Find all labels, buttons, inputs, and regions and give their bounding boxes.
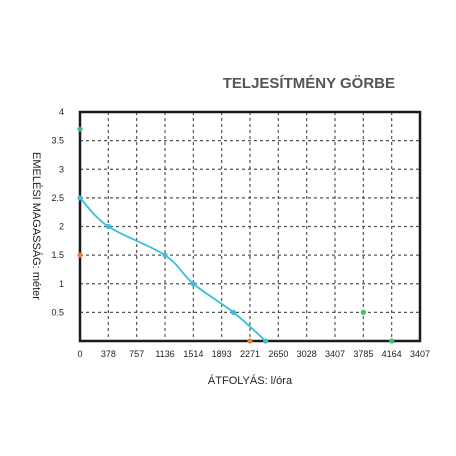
curve-point bbox=[190, 281, 196, 287]
orange-marker bbox=[247, 338, 253, 344]
performance-curve bbox=[79, 197, 267, 342]
green-marker bbox=[360, 309, 366, 315]
orange-marker bbox=[77, 252, 83, 258]
y-tick-labels: 0.5 1 1.5 2 2.5 3 3.5 4 bbox=[51, 107, 64, 317]
x-tick-label: 2650 bbox=[268, 349, 288, 359]
x-tick-label: 757 bbox=[129, 349, 144, 359]
y-tick-label: 4 bbox=[59, 107, 64, 117]
chart-title: TELJESÍTMÉNY GÖRBE bbox=[223, 75, 395, 92]
curve-point bbox=[77, 195, 83, 201]
y-tick-label: 1.5 bbox=[51, 250, 64, 260]
curve-points bbox=[77, 195, 269, 344]
x-tick-labels: 0 378 757 1136 1514 1893 2271 2650 3028 3407 3785 4… bbox=[77, 349, 430, 359]
x-tick-label: 4164 bbox=[382, 349, 402, 359]
x-tick-label: 3407 bbox=[325, 349, 345, 359]
x-tick-label: 0 bbox=[77, 349, 82, 359]
green-marker bbox=[77, 126, 83, 132]
curve-point bbox=[162, 252, 168, 258]
x-tick-label: 1514 bbox=[183, 349, 203, 359]
y-tick-label: 2.5 bbox=[51, 193, 64, 203]
green-marker bbox=[389, 338, 395, 344]
y-tick-label: 0.5 bbox=[51, 307, 64, 317]
x-tick-label: 2271 bbox=[240, 349, 260, 359]
x-tick-label: 1136 bbox=[155, 349, 174, 359]
curve-point bbox=[105, 223, 111, 230]
y-tick-label: 3 bbox=[59, 164, 64, 174]
x-tick-label: 1893 bbox=[212, 349, 232, 359]
curve-point bbox=[230, 309, 237, 315]
y-axis-label: EMELÉSI MAGASSÁG: méter bbox=[30, 152, 43, 300]
y-tick-label: 2 bbox=[59, 222, 64, 232]
y-tick-label: 3.5 bbox=[51, 136, 64, 146]
x-tick-label: 3785 bbox=[353, 349, 373, 359]
x-tick-label: 378 bbox=[101, 349, 116, 359]
x-axis-label: ÁTFOLYÁS: l/óra bbox=[208, 374, 293, 387]
grid-lines bbox=[80, 112, 420, 341]
x-tick-label: 3407 bbox=[410, 349, 430, 359]
marker-points bbox=[77, 126, 395, 344]
y-tick-label: 1 bbox=[59, 279, 64, 289]
curve-point bbox=[263, 338, 269, 344]
x-tick-label: 3028 bbox=[297, 349, 317, 359]
